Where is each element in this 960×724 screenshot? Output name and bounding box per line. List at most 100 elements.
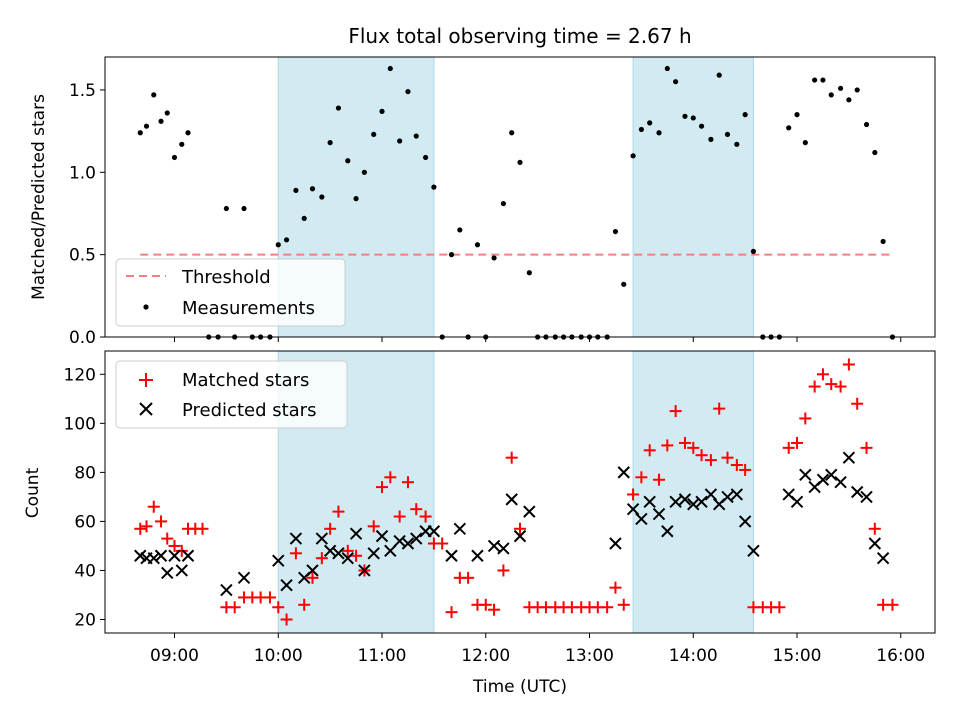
legend-matched-label: Matched stars [182,370,309,391]
matched-star-point [808,380,821,393]
x-tick-label: 12:00 [461,646,510,666]
measurement-point [413,133,419,139]
predicted-star-point [721,490,734,504]
predicted-star-point [617,466,630,479]
matched-stars-points [134,358,899,626]
measurement-point [353,196,359,202]
matched-star-point [196,522,209,535]
predicted-star-point [730,488,744,501]
predicted-star-point [323,544,337,558]
predicted-star-point [687,498,700,511]
measurement-point [491,255,497,261]
measurement-point [786,125,792,131]
predicted-star-point [513,529,527,543]
measurement-point [664,65,670,72]
top-panel: 0.0 0.5 1.0 1.5 Matched/Predicted stars Thr… [29,56,936,348]
x-tick-label: 11:00 [358,646,407,666]
measurement-point [698,123,705,129]
bottom-y-axis-label: Count [23,467,43,518]
matched-star-point [627,488,640,501]
matched-star-point [653,473,666,486]
measurement-point [283,237,290,243]
matched-star-point [868,522,881,535]
measurement-point [164,110,170,116]
measurement-point [179,141,185,147]
predicted-star-point [393,534,406,548]
x-tick-label: 09:00 [150,646,199,666]
measurement-point [690,115,696,121]
measurement-point [371,131,377,138]
matched-star-point [617,598,630,611]
matched-star-point [324,522,337,535]
predicted-star-point [175,564,188,577]
predicted-star-point [523,505,536,518]
matched-star-point [860,441,873,454]
matched-star-point [505,451,518,464]
predicted-star-point [427,525,441,538]
legend-predicted-label: Predicted stars [182,400,316,421]
predicted-star-point [850,485,864,499]
matched-star-point [799,412,812,425]
bottom-y-tick-label: 80 [74,463,96,483]
measurement-point [621,281,627,287]
matched-star-point [773,601,786,614]
predicted-star-point [738,515,752,528]
matched-star-point [825,378,838,391]
top-legend: Threshold Measurements [115,258,346,327]
measurement-point [158,118,164,124]
predicted-star-point [790,495,804,509]
matched-star-point [419,510,432,523]
measurement-point [872,149,878,156]
matched-star-point [168,539,181,552]
measurement-point [526,270,532,276]
legend-measurements-label: Measurements [182,298,315,319]
measurement-point [794,112,800,118]
top-axes-frame [104,56,936,338]
top-y-tick-label: 0.5 [69,246,96,266]
matched-star-point [306,571,319,584]
matched-star-point [341,544,354,557]
measurement-point [880,238,886,245]
measurement-point [708,136,714,142]
matched-star-point [643,444,656,457]
measurement-point [638,126,644,133]
predicted-star-point [154,549,168,562]
matched-star-point [410,503,423,516]
predicted-star-point [367,547,380,560]
measurement-point [335,105,342,111]
matched-star-point [661,439,674,452]
predicted-star-point [626,502,640,516]
predicted-star-point [384,544,397,558]
measurement-point [812,77,818,83]
matched-star-point [609,581,622,594]
matched-star-point [886,598,899,611]
measurement-point [301,215,307,222]
measurement-point [716,72,722,78]
matched-star-point [488,603,501,616]
predicted-star-point [876,552,890,565]
predicted-star-point [280,578,293,592]
predicted-star-point [661,525,674,538]
top-y-ticks: 0.0 0.5 1.0 1.5 [69,81,105,348]
predicted-star-point [868,537,882,550]
matched-star-point [462,571,475,584]
measurement-point [474,242,481,248]
predicted-star-point [505,493,518,506]
measurement-point [673,79,679,85]
predicted-star-point [453,522,467,535]
matched-star-point [280,613,293,626]
matched-star-point [350,549,363,562]
figure-title: Flux total observing time = 2.67 h [348,24,691,48]
predicted-star-point [237,571,251,585]
measurement-point [647,120,653,126]
predicted-star-point [306,564,319,577]
measurement-point [509,130,515,136]
matched-star-point [816,368,829,381]
predicted-star-point [375,529,389,543]
measurement-point [682,113,688,119]
measurement-point [724,131,731,138]
predicted-star-point [349,527,363,540]
matched-star-point [851,397,864,410]
measurement-point [293,187,299,194]
measurement-point [405,88,411,95]
